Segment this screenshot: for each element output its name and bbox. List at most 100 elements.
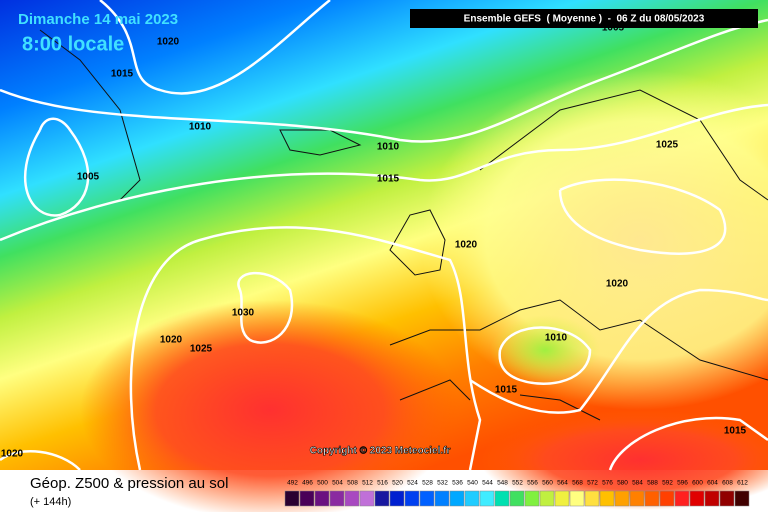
isobar bbox=[0, 450, 81, 471]
legend-swatch bbox=[704, 490, 720, 507]
isobar-label: 1020 bbox=[1, 449, 24, 460]
isobar-label: 1030 bbox=[232, 308, 255, 319]
legend-label: 580 bbox=[617, 480, 628, 487]
legend-label: 528 bbox=[422, 480, 433, 487]
legend-swatch bbox=[329, 490, 345, 507]
legend-swatch bbox=[524, 490, 540, 507]
legend-label: 496 bbox=[302, 480, 313, 487]
isobar-label: 1020 bbox=[606, 279, 629, 290]
isobar bbox=[0, 103, 768, 242]
isobar bbox=[99, 0, 331, 95]
isobar-label: 1025 bbox=[190, 344, 213, 355]
field bbox=[490, 315, 600, 385]
isobar-label: 1005 bbox=[602, 23, 625, 34]
run-box bbox=[410, 9, 758, 28]
legend-label: 508 bbox=[347, 480, 358, 487]
legend-swatch bbox=[554, 490, 570, 507]
isobar-label: 1010 bbox=[377, 142, 400, 153]
legend-swatch bbox=[344, 490, 360, 507]
isobar-label: 1015 bbox=[495, 385, 518, 396]
isobar bbox=[469, 288, 768, 414]
legend-label: 540 bbox=[467, 480, 478, 487]
legend-swatch bbox=[389, 490, 405, 507]
legend-swatch bbox=[659, 490, 675, 507]
legend-swatch bbox=[644, 490, 660, 507]
legend-label: 500 bbox=[317, 480, 328, 487]
coastline bbox=[39, 29, 768, 421]
legend-label: 604 bbox=[707, 480, 718, 487]
legend-swatch bbox=[374, 490, 390, 507]
isobar-label: 1010 bbox=[189, 122, 212, 133]
isobar bbox=[498, 326, 592, 385]
legend-label: 516 bbox=[377, 480, 388, 487]
date: Dimanche 14 mai 2023 bbox=[18, 11, 178, 28]
legend-label: 576 bbox=[602, 480, 613, 487]
legend-label: 544 bbox=[482, 480, 493, 487]
legend-swatch bbox=[284, 490, 300, 507]
isobar bbox=[23, 117, 90, 217]
legend-swatch bbox=[539, 490, 555, 507]
isobar-label: 1005 bbox=[77, 172, 100, 183]
legend-label: 520 bbox=[392, 480, 403, 487]
legend-label: 552 bbox=[512, 480, 523, 487]
field bbox=[480, 410, 768, 510]
legend-label: 600 bbox=[692, 480, 703, 487]
isobar bbox=[608, 416, 768, 471]
isobar-label: 1015 bbox=[111, 69, 134, 80]
legend-swatch bbox=[299, 490, 315, 507]
field bbox=[80, 300, 460, 512]
legend-swatch bbox=[569, 490, 585, 507]
legend-swatch bbox=[314, 490, 330, 507]
legend-swatch bbox=[494, 490, 510, 507]
legend-swatch bbox=[419, 490, 435, 507]
legend-swatch bbox=[719, 490, 735, 507]
legend-label: 564 bbox=[557, 480, 568, 487]
legend-swatch bbox=[614, 490, 630, 507]
legend-swatch bbox=[674, 490, 690, 507]
legend-swatch bbox=[734, 490, 750, 507]
isobar-label: 1020 bbox=[157, 37, 180, 48]
run-info: Ensemble GEFS ( Moyenne ) - 06 Z du 08/0… bbox=[464, 14, 705, 25]
legend-swatch bbox=[509, 490, 525, 507]
legend-label: 556 bbox=[527, 480, 538, 487]
legend-label: 532 bbox=[437, 480, 448, 487]
legend-label: 548 bbox=[497, 480, 508, 487]
isobar-label: 1020 bbox=[160, 335, 183, 346]
legend-label: 572 bbox=[587, 480, 598, 487]
copyright: Copyright © 2023 Meteociel.fr bbox=[310, 446, 451, 457]
legend-label: 560 bbox=[542, 480, 553, 487]
legend-label: 608 bbox=[722, 480, 733, 487]
isobar-label: 1010 bbox=[545, 333, 568, 344]
isobar bbox=[558, 178, 727, 255]
legend-label: 524 bbox=[407, 480, 418, 487]
legend-label: 504 bbox=[332, 480, 343, 487]
legend-label: 612 bbox=[737, 480, 748, 487]
legend-swatch bbox=[689, 490, 705, 507]
footer-lead: (+ 144h) bbox=[30, 496, 71, 508]
isobar-label: 1015 bbox=[724, 426, 747, 437]
legend-swatch bbox=[629, 490, 645, 507]
footer-title: Géop. Z500 & pression au sol bbox=[30, 475, 228, 492]
legend-swatch bbox=[599, 490, 615, 507]
legend: 492 496 500 504 508 512 516 520 524 528 532 536 540 5… bbox=[284, 480, 750, 507]
legend-swatch bbox=[584, 490, 600, 507]
isobar bbox=[129, 226, 482, 471]
legend-label: 568 bbox=[572, 480, 583, 487]
legend-label: 592 bbox=[662, 480, 673, 487]
legend-swatch bbox=[464, 490, 480, 507]
legend-label: 512 bbox=[362, 480, 373, 487]
legend-label: 584 bbox=[632, 480, 643, 487]
isobar-label: 1015 bbox=[377, 174, 400, 185]
isobar-label: 1025 bbox=[656, 140, 679, 151]
legend-swatch bbox=[404, 490, 420, 507]
local-time: 8:00 locale bbox=[22, 33, 124, 55]
isobar-label: 1020 bbox=[455, 240, 478, 251]
legend-label: 492 bbox=[287, 480, 298, 487]
legend-swatch bbox=[479, 490, 495, 507]
legend-swatch bbox=[434, 490, 450, 507]
legend-swatch bbox=[449, 490, 465, 507]
legend-label: 588 bbox=[647, 480, 658, 487]
legend-label: 536 bbox=[452, 480, 463, 487]
